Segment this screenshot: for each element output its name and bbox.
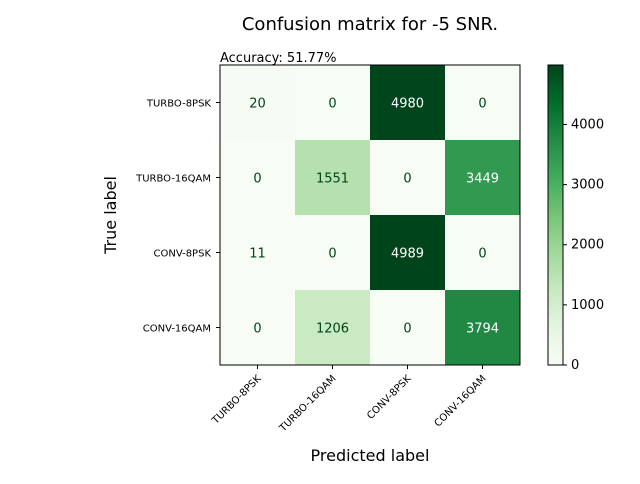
heatmap-cell <box>445 215 521 291</box>
x-axis-ticks: TURBO-8PSK TURBO-16QAM CONV-8PSK CONV-16QAM <box>210 365 489 435</box>
x-tick-label: TURBO-8PSK <box>210 373 264 427</box>
heatmap-cell <box>445 140 521 216</box>
heatmap-cell-labels: 20 0 4980 0 0 1551 0 3449 11 0 4989 0 0 1206 0 3794 <box>249 97 499 337</box>
colorbar-ticks: 0 1000 2000 3000 4000 <box>563 117 604 373</box>
colorbar-tick-label: 4000 <box>571 117 604 132</box>
heatmap-cell <box>295 290 371 366</box>
y-tick-label: CONV-8PSK <box>154 249 212 260</box>
heatmap-cell <box>370 215 446 291</box>
colorbar-tick-label: 3000 <box>571 178 604 193</box>
cell-value-label: 4980 <box>391 97 424 112</box>
heatmap-cell <box>220 290 296 366</box>
cell-value-label: 3449 <box>466 172 499 187</box>
cell-value-label: 1206 <box>316 322 349 337</box>
cell-value-label: 0 <box>328 247 336 262</box>
cell-value-label: 0 <box>253 322 261 337</box>
y-axis-ticks: TURBO-8PSK TURBO-16QAM CONV-8PSK CONV-16QAM <box>135 99 220 335</box>
cell-value-label: 0 <box>478 247 486 262</box>
cell-value-label: 11 <box>249 247 266 262</box>
cell-value-label: 0 <box>328 97 336 112</box>
heatmap-cell <box>295 140 371 216</box>
colorbar <box>547 64 564 366</box>
colorbar-tick-label: 2000 <box>571 238 604 253</box>
heatmap-cell <box>445 65 521 141</box>
x-tick-label: CONV-8PSK <box>365 373 414 422</box>
cell-value-label: 0 <box>478 97 486 112</box>
heatmap-cell <box>295 65 371 141</box>
cell-value-label: 0 <box>403 172 411 187</box>
cell-value-label: 4989 <box>391 247 424 262</box>
plot-frame <box>219 64 521 366</box>
y-axis-label: True label <box>101 176 120 255</box>
cell-value-label: 1551 <box>316 172 349 187</box>
x-axis-label: Predicted label <box>311 446 430 465</box>
heatmap-cell <box>445 290 521 366</box>
heatmap-cell <box>370 290 446 366</box>
heatmap-cell <box>220 65 296 141</box>
y-tick-label: TURBO-16QAM <box>135 174 211 185</box>
heatmap-cell <box>370 65 446 141</box>
heatmap-cell <box>370 140 446 216</box>
accuracy-text: Accuracy: 51.77% <box>220 51 337 66</box>
heatmap-cell <box>220 140 296 216</box>
x-tick-label: CONV-16QAM <box>433 373 489 429</box>
colorbar-tick-label: 1000 <box>571 298 604 313</box>
heatmap-cell <box>220 215 296 291</box>
chart-title: Confusion matrix for -5 SNR. <box>242 14 498 35</box>
heatmap-cells <box>220 65 521 366</box>
y-tick-label: TURBO-8PSK <box>146 99 212 110</box>
cell-value-label: 3794 <box>466 322 499 337</box>
cell-value-label: 20 <box>249 97 266 112</box>
heatmap-cell <box>295 215 371 291</box>
cell-value-label: 0 <box>253 172 261 187</box>
x-tick-label: TURBO-16QAM <box>277 373 338 434</box>
colorbar-tick-label: 0 <box>571 358 579 373</box>
cell-value-label: 0 <box>403 322 411 337</box>
y-tick-label: CONV-16QAM <box>143 324 211 335</box>
